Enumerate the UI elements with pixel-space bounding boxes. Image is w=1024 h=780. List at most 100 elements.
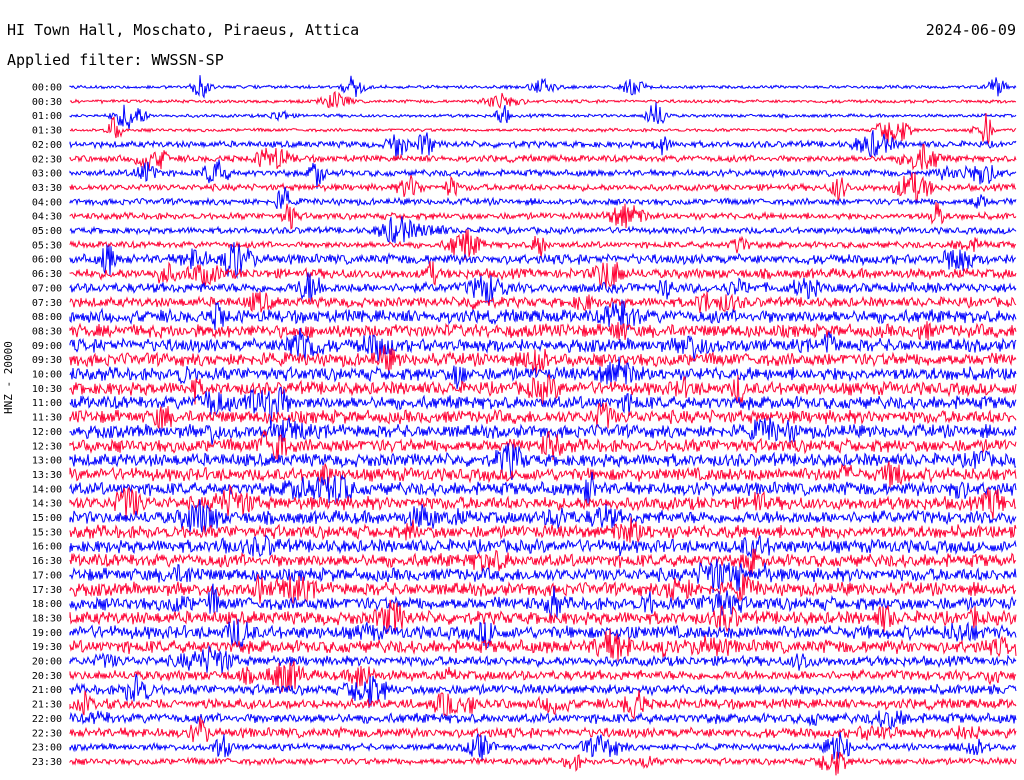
time-tick-label: 18:30: [32, 613, 62, 624]
trace-line: [69, 618, 1017, 651]
trace-line: [69, 443, 1017, 481]
trace-line: [69, 558, 1017, 594]
trace-line: [69, 710, 1017, 731]
trace-line: [69, 517, 1017, 544]
time-tick-label: 02:30: [32, 154, 62, 165]
time-tick-label: 16:00: [32, 542, 62, 553]
trace-line: [69, 732, 1017, 762]
time-tick-label: 13:30: [32, 470, 62, 481]
trace-line: [69, 417, 1017, 446]
trace-line: [69, 574, 1017, 604]
trace-line: [69, 345, 1017, 376]
trace-line: [69, 583, 1017, 619]
time-tick-label: 23:00: [32, 743, 62, 754]
trace-line: [69, 201, 1017, 230]
time-tick-label: 03:30: [32, 183, 62, 194]
trace-line: [69, 172, 1017, 203]
time-tick-label: 07:00: [32, 283, 62, 294]
trace-line: [69, 299, 1017, 330]
trace-line: [69, 599, 1017, 635]
time-tick-label: 12:00: [32, 427, 62, 438]
time-tick-label: 16:30: [32, 556, 62, 567]
trace-line: [69, 374, 1017, 405]
time-tick-label: 04:00: [32, 197, 62, 208]
time-tick-label: 15:30: [32, 527, 62, 538]
trace-line: [69, 499, 1017, 534]
trace-line: [69, 143, 1017, 172]
time-tick-label: 19:30: [32, 642, 62, 653]
time-tick-label: 00:30: [32, 97, 62, 108]
time-tick-label: 14:30: [32, 499, 62, 510]
time-tick-label: 05:00: [32, 226, 62, 237]
time-tick-label: 06:30: [32, 269, 62, 280]
trace-line: [69, 644, 1017, 674]
trace-line: [69, 75, 1017, 99]
time-tick-label: 11:30: [32, 413, 62, 424]
trace-line: [69, 484, 1017, 520]
trace-line: [69, 430, 1017, 463]
time-tick-label: 07:30: [32, 298, 62, 309]
time-tick-label: 21:30: [32, 700, 62, 711]
trace-line: [69, 90, 1017, 109]
trace-line: [69, 716, 1017, 743]
trace-line: [69, 261, 1017, 289]
trace-line: [69, 386, 1017, 429]
time-tick-label: 13:00: [32, 456, 62, 467]
trace-line: [69, 534, 1017, 559]
trace-line: [69, 660, 1017, 693]
time-tick-label: 02:00: [32, 140, 62, 151]
time-tick-label: 01:00: [32, 111, 62, 122]
trace-line: [69, 402, 1017, 431]
trace-line: [69, 159, 1017, 189]
time-tick-label: 22:30: [32, 728, 62, 739]
trace-line: [69, 242, 1017, 280]
time-tick-label: 09:00: [32, 341, 62, 352]
date-label: 2024-06-09: [925, 21, 1016, 39]
time-tick-label: 21:00: [32, 685, 62, 696]
trace-line: [69, 327, 1017, 362]
trace-line: [69, 229, 1017, 260]
time-tick-label: 12:30: [32, 441, 62, 452]
trace-line: [69, 461, 1017, 488]
time-tick-label: 05:30: [32, 240, 62, 251]
trace-line: [69, 272, 1017, 305]
trace-line: [69, 356, 1017, 390]
time-tick-label: 09:30: [32, 355, 62, 366]
time-tick-label: 10:30: [32, 384, 62, 395]
trace-line: [69, 102, 1017, 130]
trace-line: [69, 471, 1017, 505]
filter-label: Applied filter: WWSSN-SP: [7, 51, 224, 69]
time-tick-label: 17:00: [32, 570, 62, 581]
trace-line: [69, 321, 1017, 341]
time-tick-label: 06:00: [32, 255, 62, 266]
time-tick-label: 03:00: [32, 169, 62, 180]
trace-line: [69, 548, 1017, 576]
time-tick-label: 04:30: [32, 212, 62, 223]
time-tick-label: 17:30: [32, 585, 62, 596]
time-tick-label: 11:00: [32, 398, 62, 409]
time-tick-label: 22:00: [32, 714, 62, 725]
time-tick-label: 19:00: [32, 628, 62, 639]
trace-line: [69, 689, 1017, 721]
trace-line: [69, 130, 1017, 160]
time-tick-label: 20:30: [32, 671, 62, 682]
time-tick-label: 08:30: [32, 326, 62, 337]
time-tick-label: 18:00: [32, 599, 62, 610]
time-tick-label: 15:00: [32, 513, 62, 524]
trace-line: [69, 751, 1017, 776]
trace-line: [69, 673, 1017, 709]
trace-line: [69, 291, 1017, 313]
time-tick-label: 20:00: [32, 657, 62, 668]
time-tick-label: 08:00: [32, 312, 62, 323]
time-tick-label: 23:30: [32, 757, 62, 768]
time-tick-label: 00:00: [32, 83, 62, 94]
trace-line: [69, 216, 1017, 244]
time-tick-label: 10:00: [32, 370, 62, 381]
trace-line: [69, 628, 1017, 662]
time-tick-label: 01:30: [32, 126, 62, 137]
time-tick-label: 14:00: [32, 484, 62, 495]
station-title: HI Town Hall, Moschato, Piraeus, Attica: [7, 21, 360, 39]
trace-line: [69, 113, 1017, 145]
